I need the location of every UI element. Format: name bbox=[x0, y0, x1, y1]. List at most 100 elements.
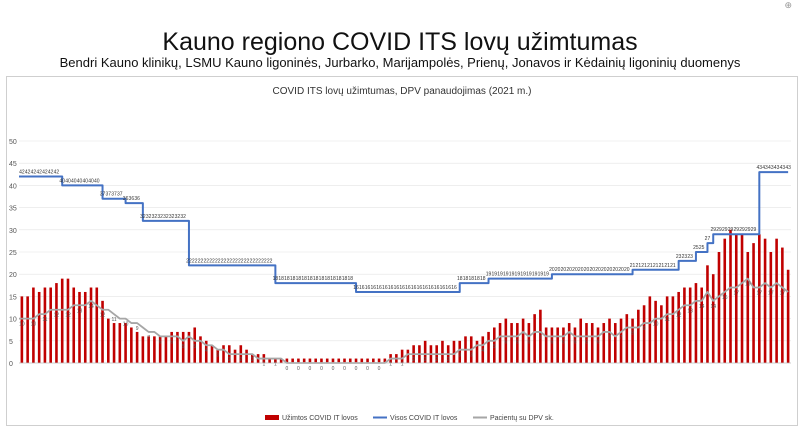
data-label-total: 21 bbox=[670, 263, 676, 269]
bar bbox=[343, 358, 346, 363]
data-label-dpv: 5 bbox=[182, 344, 185, 350]
chart-title: COVID ITS lovų užimtumas, DPV panaudojim… bbox=[273, 86, 532, 97]
data-label-dpv: 0 bbox=[366, 366, 369, 372]
data-label-dpv: 17 bbox=[768, 291, 774, 297]
y-tick-label: 45 bbox=[9, 161, 17, 168]
bar bbox=[694, 283, 698, 363]
bar bbox=[83, 291, 87, 363]
data-label-total: 37 bbox=[117, 192, 123, 198]
data-label-dpv: 17 bbox=[733, 291, 739, 297]
bar bbox=[308, 358, 312, 363]
data-label-total: 40 bbox=[71, 178, 77, 184]
data-label-total: 42 bbox=[31, 170, 37, 176]
data-label-dpv: 0 bbox=[309, 366, 312, 372]
bar bbox=[37, 291, 41, 363]
bar bbox=[193, 327, 197, 363]
chart-svg: COVID ITS lovų užimtumas, DPV panaudojim… bbox=[9, 86, 791, 422]
data-label-total: 20 bbox=[561, 267, 567, 273]
data-label-dpv: 0 bbox=[297, 366, 300, 372]
bar bbox=[441, 340, 444, 363]
data-label-total: 22 bbox=[267, 258, 273, 264]
data-label-dpv: 10 bbox=[19, 322, 25, 328]
bar bbox=[337, 358, 341, 363]
data-label-total: 22 bbox=[192, 258, 198, 264]
legend-item: Visos COVID IT lovos bbox=[373, 415, 458, 422]
data-label-total: 22 bbox=[255, 258, 261, 264]
data-label-dpv: 9 bbox=[136, 326, 139, 332]
data-label-total: 23 bbox=[682, 254, 688, 260]
data-label-dpv: 5 bbox=[493, 344, 496, 350]
data-label-total: 42 bbox=[54, 170, 60, 176]
bar bbox=[274, 358, 277, 363]
data-label-total: 29 bbox=[722, 227, 728, 233]
bar bbox=[314, 358, 317, 363]
data-label-total: 18 bbox=[319, 276, 325, 282]
bar bbox=[665, 296, 669, 363]
bar bbox=[539, 309, 542, 363]
bar-series-occupied bbox=[20, 229, 790, 363]
data-label-dpv: 6 bbox=[574, 339, 577, 345]
data-label-total: 21 bbox=[659, 263, 665, 269]
data-label-total: 16 bbox=[428, 285, 434, 291]
data-label-total: 18 bbox=[307, 276, 313, 282]
bar bbox=[210, 345, 214, 363]
data-label-total: 21 bbox=[630, 263, 636, 269]
bar bbox=[233, 349, 237, 363]
data-label-total: 16 bbox=[353, 285, 359, 291]
data-label-total: 18 bbox=[290, 276, 296, 282]
data-label-dpv: 14 bbox=[88, 304, 94, 310]
bar bbox=[550, 327, 554, 363]
legend-label: Užimtos COVID IT lovos bbox=[282, 415, 358, 422]
data-label-dpv: 19 bbox=[745, 282, 751, 288]
data-label-total: 36 bbox=[134, 196, 140, 202]
bar bbox=[579, 318, 583, 363]
data-label-total: 18 bbox=[347, 276, 353, 282]
data-label-total: 36 bbox=[123, 196, 129, 202]
data-label-dpv: 2 bbox=[251, 357, 254, 363]
data-label-total: 18 bbox=[324, 276, 330, 282]
y-axis: 0 5 10 15 20 25 30 35 40 45 50 bbox=[9, 139, 17, 368]
data-label-dpv: 6 bbox=[551, 339, 554, 345]
bar bbox=[498, 323, 502, 363]
data-label-total: 19 bbox=[503, 272, 509, 278]
data-label-dpv: 10 bbox=[653, 322, 659, 328]
bar bbox=[354, 358, 358, 363]
data-label-dpv: 16 bbox=[722, 295, 728, 301]
data-label-total: 22 bbox=[198, 258, 204, 264]
bar bbox=[112, 323, 116, 363]
data-label-total: 29 bbox=[739, 227, 745, 233]
data-label-total: 20 bbox=[578, 267, 584, 273]
bar bbox=[700, 287, 703, 363]
data-label-total: 18 bbox=[284, 276, 290, 282]
bar bbox=[596, 327, 600, 363]
data-label-total: 19 bbox=[497, 272, 503, 278]
bar bbox=[521, 318, 525, 363]
data-label-total: 18 bbox=[336, 276, 342, 282]
data-label-dpv: 17 bbox=[780, 291, 786, 297]
y-tick-label: 15 bbox=[9, 294, 17, 301]
data-label-total: 18 bbox=[330, 276, 336, 282]
bar bbox=[72, 287, 76, 363]
data-label-total: 22 bbox=[215, 258, 221, 264]
data-label-dpv: 3 bbox=[216, 353, 219, 359]
data-label-dpv: 5 bbox=[193, 344, 196, 350]
bar bbox=[533, 314, 536, 363]
data-label-total: 43 bbox=[774, 165, 780, 171]
data-label-total: 23 bbox=[687, 254, 693, 260]
bar bbox=[573, 327, 577, 363]
data-label-total: 19 bbox=[543, 272, 549, 278]
data-label-dpv: 11 bbox=[42, 317, 47, 323]
data-label-dpv: 14 bbox=[699, 304, 705, 310]
data-label-dpv: 6 bbox=[170, 339, 173, 345]
bar bbox=[562, 327, 565, 363]
bar bbox=[723, 238, 727, 363]
data-label-total: 20 bbox=[589, 267, 595, 273]
data-label-total: 42 bbox=[19, 170, 25, 176]
data-label-total: 32 bbox=[152, 214, 158, 220]
data-label-dpv: 6 bbox=[527, 339, 530, 345]
y-tick-label: 50 bbox=[9, 139, 17, 146]
data-label-total: 20 bbox=[618, 267, 624, 273]
bar bbox=[516, 323, 519, 363]
data-label-total: 40 bbox=[88, 178, 94, 184]
data-label-total: 29 bbox=[745, 227, 751, 233]
